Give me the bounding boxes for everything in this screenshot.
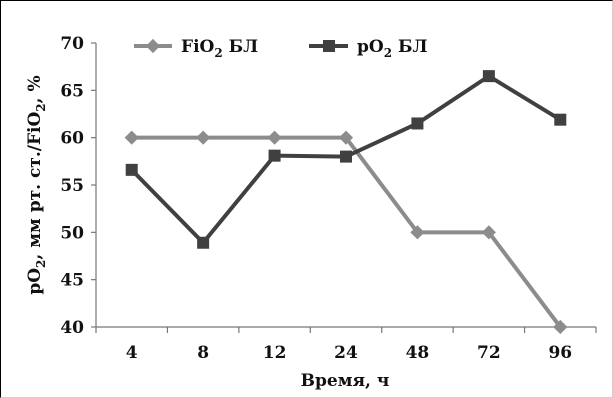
data-point-po2 — [197, 236, 210, 249]
data-point-po2 — [340, 150, 352, 163]
x-tick-group: 4 8 12 24 48 72 96 — [95, 327, 597, 363]
x-axis-title: Время, ч — [301, 371, 390, 391]
y-axis-title-part-c: , % — [25, 75, 45, 103]
x-tick-label: 24 — [334, 343, 358, 363]
y-axis-title: pO2, мм рт. ст./FiO2, % — [25, 75, 48, 294]
y-axis-title-sub-a: 2 — [34, 260, 48, 268]
legend-label-po2-main: pO — [357, 37, 384, 57]
y-tick-label: 40 — [60, 318, 84, 338]
legend-label-fio2-tail: БЛ — [223, 37, 258, 57]
data-point-fio2 — [267, 130, 282, 145]
data-point-fio2 — [410, 225, 425, 240]
y-tick-label: 65 — [60, 81, 84, 101]
x-tick-label: 8 — [197, 343, 209, 363]
x-tick-label: 48 — [406, 343, 430, 363]
y-axis-title-part-b: , мм рт. ст./FiO — [25, 112, 45, 260]
x-tick-label: 4 — [126, 343, 138, 363]
y-tick-label: 70 — [60, 34, 84, 54]
y-axis-title-sub-b: 2 — [34, 103, 48, 111]
legend-label-fio2-sub: 2 — [214, 46, 222, 60]
data-point-fio2 — [124, 130, 139, 145]
legend-label-po2: pO2 БЛ — [357, 37, 428, 60]
y-tick-label: 50 — [60, 223, 84, 243]
x-tick-label: 72 — [477, 343, 501, 363]
series-line-0 — [131, 135, 562, 329]
data-point-po2 — [554, 113, 567, 126]
data-point-fio2 — [481, 225, 496, 240]
x-tick-label: 96 — [548, 343, 572, 363]
legend-marker-po2 — [323, 40, 335, 52]
y-axis-title-part-a: pO — [25, 268, 45, 295]
data-point-po2 — [125, 163, 138, 176]
data-point-fio2 — [338, 130, 354, 145]
x-tick-label: 12 — [263, 343, 287, 363]
legend-label-fio2-main: FiO — [181, 37, 215, 57]
legend-item-po2: pO2 БЛ — [309, 37, 428, 60]
data-point-fio2 — [196, 130, 211, 145]
legend-marker-fio2 — [145, 38, 161, 54]
data-point-po2 — [411, 117, 424, 130]
y-tick-group: 40 45 50 55 60 65 70 — [60, 34, 96, 338]
y-tick-label: 55 — [60, 176, 84, 196]
data-point-fio2 — [553, 319, 568, 335]
y-tick-label: 45 — [60, 271, 84, 291]
legend-item-fio2: FiO2 БЛ — [134, 37, 258, 60]
legend-label-po2-sub: 2 — [384, 46, 392, 60]
data-point-po2 — [482, 70, 495, 83]
data-point-po2 — [268, 149, 281, 162]
series-layer — [124, 70, 568, 335]
legend-label-fio2: FiO2 БЛ — [181, 37, 258, 60]
y-tick-label: 60 — [60, 129, 84, 149]
legend: FiO2 БЛ pO2 БЛ — [134, 37, 428, 60]
legend-label-po2-tail: БЛ — [392, 37, 427, 57]
